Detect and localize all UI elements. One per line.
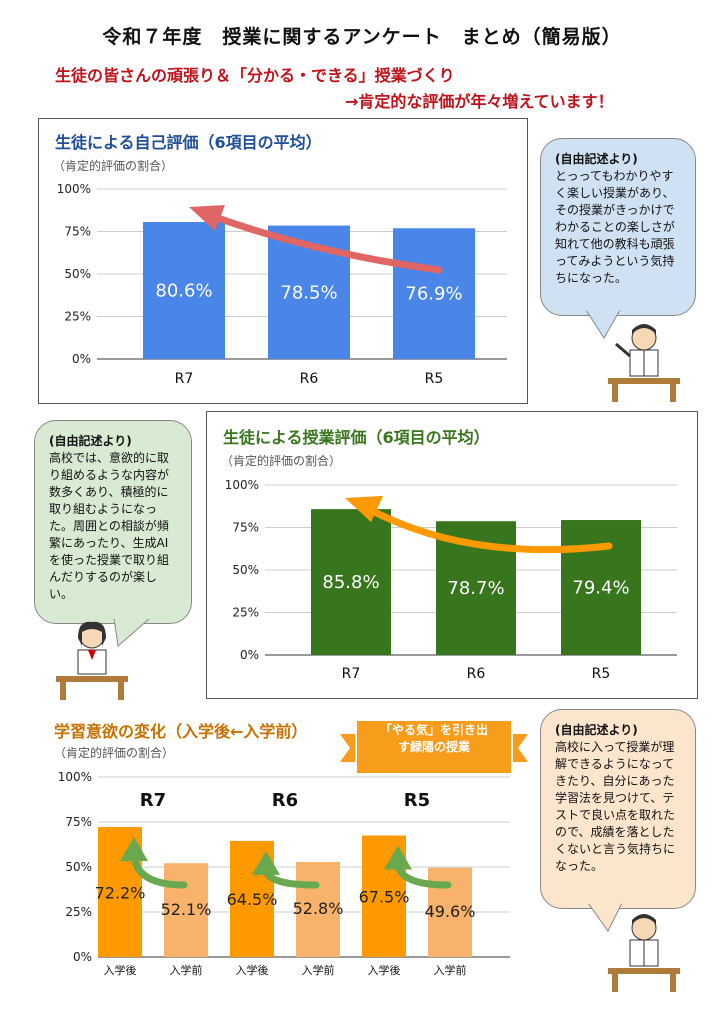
- data-label: 64.5%: [227, 890, 278, 909]
- x-tick-label: 入学後: [236, 963, 269, 977]
- bubble-tail: [585, 310, 621, 339]
- y-tick-label: 50%: [65, 860, 92, 874]
- self-eval-panel: 生徒による自己評価（6項目の平均） （肯定的評価の割合） 0% 25% 50% 75%…: [38, 118, 528, 404]
- comment-text: 高校では、意欲的に取り組めるような内容が数多くあり、積極的に取り組むようになった…: [49, 451, 170, 601]
- x-tick-label: R7: [342, 666, 361, 682]
- class-eval-panel: 生徒による授業評価（6項目の平均） （肯定的評価の割合） 0% 25% 50% 75%…: [206, 411, 698, 699]
- student-girl-illustration: [56, 621, 128, 700]
- comment-heading: (自由記述より): [49, 434, 132, 448]
- y-tick-label: 100%: [58, 770, 92, 784]
- trend-arrow: [130, 853, 188, 889]
- ribbon-shape: [340, 719, 528, 775]
- data-label: 79.4%: [572, 578, 629, 599]
- bar-R5: [393, 228, 475, 359]
- self-eval-chart: 0% 25% 50% 75% 100% 80.6% R7 78.5% R6 76.9% R5: [57, 182, 507, 387]
- x-tick-label: R6: [467, 666, 486, 682]
- trend-arrow: [363, 504, 613, 554]
- bar-R7: [143, 221, 225, 359]
- data-label: 78.7%: [447, 578, 504, 599]
- data-label: 52.8%: [293, 899, 344, 918]
- bubble-tail: [587, 903, 623, 932]
- comment-bubble-1: (自由記述より) とっってもわかりやすく楽しい授業があり、その授業がきっかけでわ…: [540, 138, 696, 316]
- x-tick-label: R7: [175, 371, 194, 387]
- y-tick-label: 50%: [64, 267, 91, 281]
- bubble-tail: [113, 618, 151, 647]
- motivation-subtitle: （肯定的評価の割合）: [54, 746, 175, 760]
- bar-R6-入学前: [296, 861, 340, 957]
- ribbon-line1: 「やる気」を引き出: [379, 723, 488, 737]
- trend-arrowhead: [252, 850, 280, 875]
- motivation-chart: 0% 25% 50% 75% 100% 72.2% 入学後 52.1% 入学前 64.5% 入学後 5…: [58, 770, 510, 977]
- class-eval-title: 生徒による授業評価（6項目の平均）: [223, 428, 490, 447]
- x-tick-label: 入学後: [368, 963, 401, 977]
- comment-bubble-3: (自由記述より) 高校に入って授業が理解できるようになってきたり、自分にあった学…: [540, 709, 696, 909]
- ribbon-line2: す緑陽の授業: [397, 740, 470, 754]
- data-label: 49.6%: [425, 902, 476, 921]
- comment-heading: (自由記述より): [555, 723, 638, 737]
- student-boy-illustration-1: [608, 324, 680, 402]
- y-tick-label: 25%: [65, 905, 92, 919]
- y-tick-label: 75%: [64, 225, 91, 239]
- trend-arrowhead: [345, 496, 383, 522]
- trend-arrowhead: [120, 837, 148, 862]
- data-label: 85.8%: [322, 572, 379, 593]
- y-tick-label: 100%: [57, 182, 91, 196]
- data-label: 67.5%: [359, 887, 410, 906]
- x-tick-label: 入学前: [434, 963, 467, 977]
- y-tick-label: 25%: [64, 310, 91, 324]
- group-label: R6: [272, 790, 298, 811]
- bar-R7: [311, 509, 391, 655]
- x-tick-label: 入学前: [302, 963, 335, 977]
- y-tick-label: 75%: [232, 521, 259, 535]
- y-tick-label: 25%: [232, 606, 259, 620]
- class-eval-chart: 0% 25% 50% 75% 100% 85.8% R7 78.7% R6 79.4% R5: [225, 478, 677, 682]
- y-tick-label: 0%: [73, 950, 92, 964]
- comment-heading: (自由記述より): [555, 152, 638, 166]
- x-tick-label: R5: [425, 371, 444, 387]
- x-tick-label: 入学前: [170, 963, 203, 977]
- y-tick-label: 75%: [65, 815, 92, 829]
- bar-R5: [561, 520, 641, 655]
- y-tick-label: 100%: [225, 478, 259, 492]
- y-tick-label: 50%: [232, 563, 259, 577]
- class-eval-subtitle: （肯定的評価の割合）: [221, 454, 342, 468]
- self-eval-subtitle: （肯定的評価の割合）: [53, 159, 174, 173]
- motivation-title: 学習意欲の変化（入学後←入学前）: [54, 722, 308, 741]
- group-label: R5: [404, 790, 430, 811]
- comment-text: 高校に入って授業が理解できるようになってきたり、自分にあった学習法を見つけて、テ…: [555, 740, 676, 873]
- comment-bubble-2: (自由記述より) 高校では、意欲的に取り組めるような内容が数多くあり、積極的に取…: [34, 420, 192, 624]
- page-subtitle-line1: 生徒の皆さんの頑張り＆「分かる・できる」授業づくり: [55, 66, 455, 85]
- comment-text: とっってもわかりやすく楽しい授業があり、その授業がきっかけでわかることの楽しさが…: [555, 169, 675, 285]
- x-tick-label: R5: [592, 666, 611, 682]
- page-subtitle-line2: →肯定的な評価が年々増えています！: [345, 92, 614, 111]
- student-boy-illustration-2: [608, 914, 680, 992]
- data-label: 72.2%: [95, 884, 146, 903]
- trend-arrowhead: [384, 845, 412, 870]
- y-tick-label: 0%: [240, 648, 259, 662]
- y-tick-label: 0%: [72, 352, 91, 366]
- bar-R7-入学前: [164, 863, 208, 957]
- data-label: 52.1%: [161, 900, 212, 919]
- ribbon-label: 「やる気」を引き出 す緑陽の授業: [360, 722, 508, 756]
- trend-arrowhead: [189, 205, 225, 231]
- data-label: 78.5%: [280, 282, 337, 303]
- self-eval-title: 生徒による自己評価（6項目の平均）: [55, 133, 322, 152]
- x-tick-label: R6: [300, 371, 319, 387]
- page-title: 令和７年度 授業に関するアンケート まとめ（簡易版）: [102, 26, 622, 48]
- trend-arrow: [203, 210, 443, 274]
- group-label: R7: [140, 790, 166, 811]
- x-tick-label: 入学後: [104, 963, 137, 977]
- data-label: 76.9%: [405, 284, 462, 305]
- data-label: 80.6%: [155, 280, 212, 301]
